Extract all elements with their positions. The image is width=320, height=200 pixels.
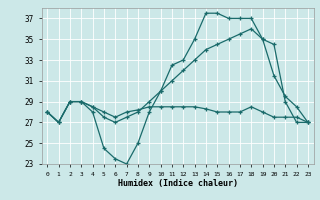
X-axis label: Humidex (Indice chaleur): Humidex (Indice chaleur) <box>118 179 237 188</box>
